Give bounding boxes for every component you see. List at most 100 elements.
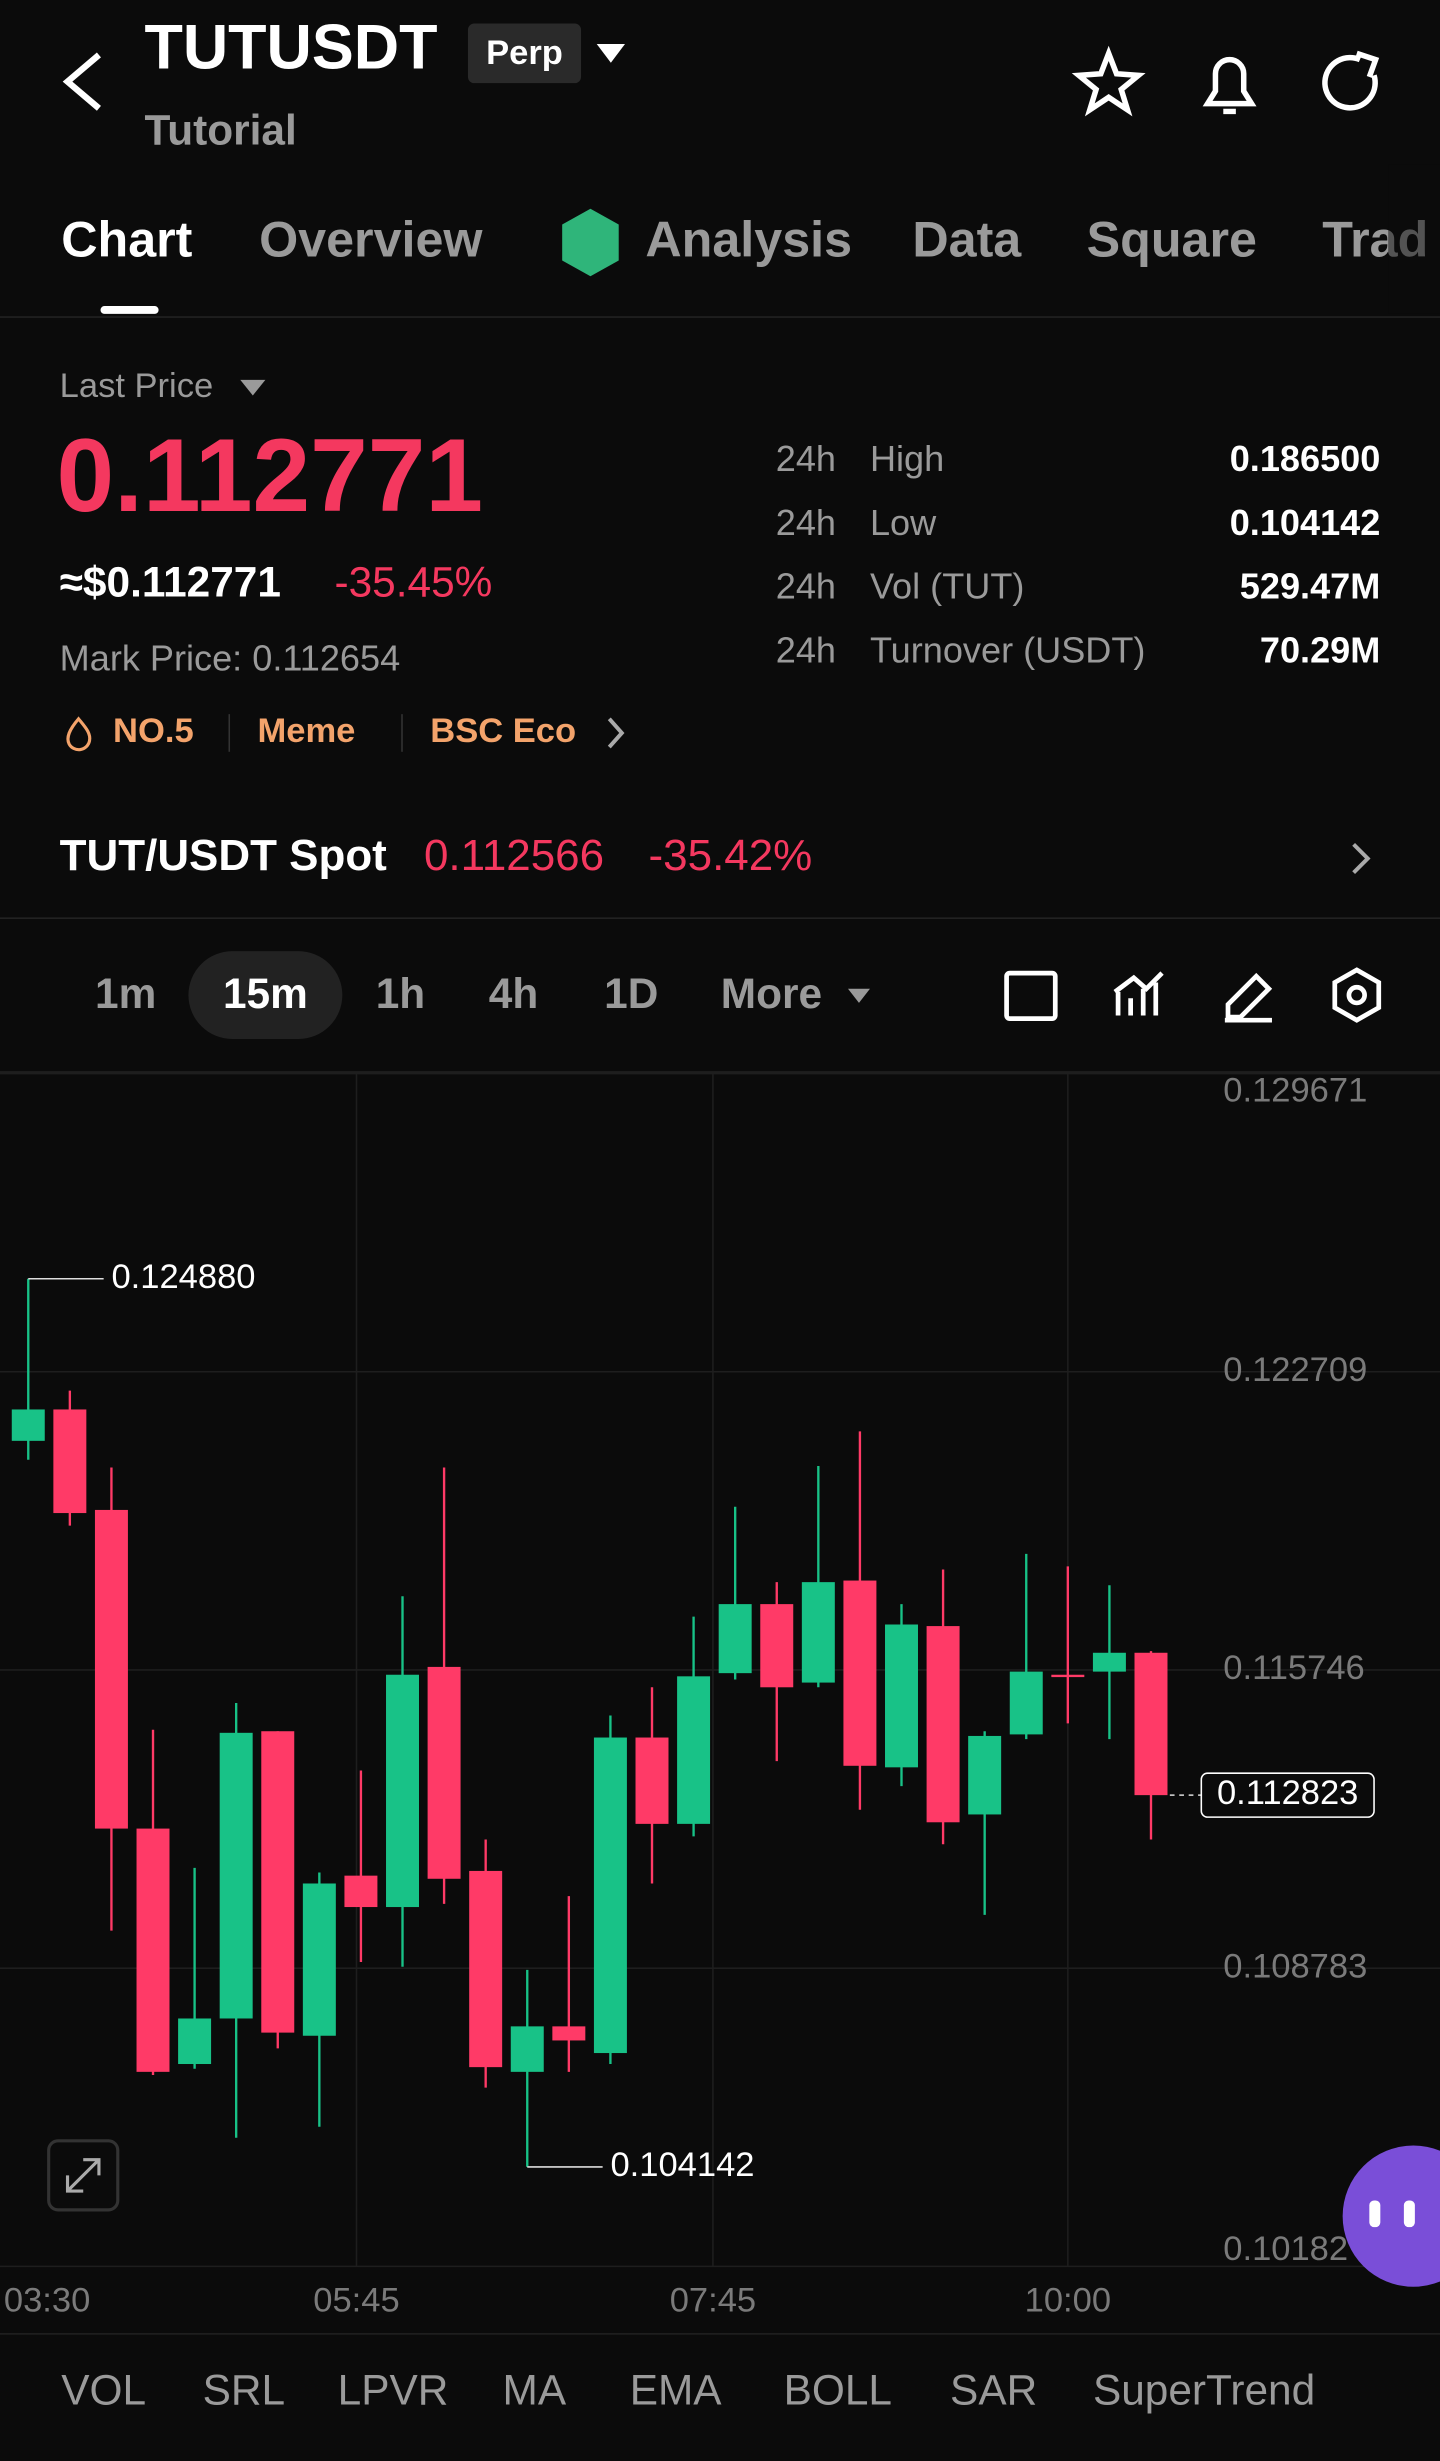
back-button[interactable] <box>62 52 101 111</box>
stat-name: Low <box>870 502 937 543</box>
spot-pair[interactable]: TUT/USDT Spot <box>60 831 387 880</box>
candle-body <box>593 1737 627 2054</box>
dropdown[interactable] <box>847 988 870 1003</box>
candle-body <box>427 1666 461 1879</box>
candle-body <box>760 1604 794 1688</box>
expand-icon <box>65 2158 101 2193</box>
last-price-label[interactable]: Last Price <box>60 367 214 405</box>
candle-body <box>261 1731 295 2033</box>
candle-body <box>178 2018 212 2065</box>
tab[interactable]: Overview <box>259 212 483 268</box>
bell-icon[interactable] <box>1202 56 1257 115</box>
y-tick-label: 0.129671 <box>1223 1072 1367 1110</box>
candle-body <box>1092 1652 1126 1672</box>
tag[interactable]: Meme <box>258 712 356 750</box>
interval[interactable]: 1D <box>604 970 658 1017</box>
indicator[interactable]: SuperTrend <box>1093 2367 1315 2414</box>
candle-body <box>926 1626 960 1823</box>
stat-name: Vol (TUT) <box>870 566 1024 607</box>
tab[interactable]: Analysis <box>645 212 852 268</box>
indicator[interactable]: EMA <box>630 2367 723 2414</box>
indicator[interactable]: SAR <box>950 2367 1037 2414</box>
badge[interactable]: Perp <box>486 34 563 72</box>
interval[interactable]: More <box>721 970 822 1017</box>
interval[interactable]: 1m <box>95 970 156 1017</box>
candle-body <box>11 1409 45 1441</box>
ai-icon <box>562 208 619 277</box>
indicator[interactable]: BOLL <box>784 2367 892 2414</box>
y-tick-label: 0.108783 <box>1223 1947 1367 1985</box>
candle-body <box>219 1732 253 2019</box>
x-tick-label: 05:45 <box>313 2282 399 2320</box>
candle-body <box>1009 1671 1043 1735</box>
candle-body <box>1051 1674 1085 1678</box>
x-tick-label: 10:00 <box>1025 2282 1111 2320</box>
star-icon[interactable] <box>1071 45 1146 117</box>
icon-indicators[interactable] <box>1113 971 1164 1016</box>
tag[interactable]: BSC Eco <box>430 712 576 750</box>
icon-settings-dot[interactable] <box>1346 984 1367 1006</box>
candle-body <box>136 1828 170 2072</box>
chevron[interactable] <box>607 717 625 749</box>
annotation-label: 0.124880 <box>111 1258 255 1296</box>
candle-body <box>302 1883 336 2036</box>
icon-settings[interactable] <box>1332 967 1382 1023</box>
stat-value: 0.186500 <box>1230 438 1381 479</box>
stat-value: 0.104142 <box>1230 502 1381 543</box>
stat-period: 24h <box>776 438 836 479</box>
candle-body <box>386 1674 419 1908</box>
usd-price: ≈$0.112771 <box>60 559 281 606</box>
spot-change: -35.42% <box>649 831 813 880</box>
x-tick-label: 07:45 <box>670 2282 756 2320</box>
tab-underline <box>100 306 159 314</box>
assistant-eye <box>1369 2200 1381 2228</box>
interval[interactable]: 1h <box>376 970 425 1017</box>
dropdown[interactable] <box>240 379 266 396</box>
chevron[interactable] <box>1352 843 1371 875</box>
spot-price: 0.112566 <box>424 831 604 880</box>
interval[interactable]: 4h <box>489 970 538 1017</box>
indicator[interactable]: LPVR <box>338 2367 449 2414</box>
stat-value: 529.47M <box>1240 566 1381 607</box>
refresh-icon[interactable] <box>1322 50 1380 111</box>
last-price: 0.112771 <box>57 417 484 533</box>
badge-bg[interactable] <box>467 23 582 84</box>
tab[interactable]: Data <box>912 212 1022 268</box>
candle-body <box>677 1676 711 1824</box>
x-tick-label: 03:30 <box>4 2282 90 2320</box>
y-tick-label: 0.122709 <box>1223 1351 1367 1389</box>
annotation-label: 0.104142 <box>610 2146 754 2184</box>
tag[interactable]: NO.5 <box>113 712 194 750</box>
icon-layout[interactable] <box>1004 970 1058 1021</box>
candle-body <box>53 1409 87 1514</box>
mark-price: Mark Price: 0.112654 <box>60 637 400 678</box>
candle-body <box>968 1735 1002 1815</box>
flame-icon <box>66 716 92 752</box>
subtitle: Tutorial <box>144 107 296 154</box>
stat-name: High <box>870 438 944 479</box>
candle-body <box>885 1624 918 1768</box>
assistant-eye <box>1403 2200 1415 2228</box>
indicator[interactable]: VOL <box>61 2367 146 2414</box>
candle-body <box>718 1604 752 1674</box>
candle-body <box>344 1875 378 1908</box>
last-price-box <box>1200 1772 1375 1818</box>
icon-draw[interactable] <box>1224 972 1273 1023</box>
tab[interactable]: Chart <box>61 212 192 268</box>
interval[interactable]: 15m <box>223 970 308 1017</box>
tab[interactable]: Square <box>1087 212 1257 268</box>
indicator[interactable]: MA <box>503 2367 567 2414</box>
stat-period: 24h <box>776 502 836 543</box>
candle-body <box>801 1582 835 1683</box>
indicator[interactable]: SRL <box>203 2367 285 2414</box>
candle-body <box>94 1509 128 1829</box>
symbol: TUTUSDT <box>144 12 437 82</box>
y-tick-label: 0.115746 <box>1223 1649 1364 1687</box>
dropdown[interactable] <box>596 43 625 63</box>
candle-body <box>552 2026 586 2041</box>
assistant-bubble[interactable] <box>1342 2145 1440 2287</box>
price-change: -35.45% <box>334 559 492 606</box>
fade <box>1388 164 1440 314</box>
